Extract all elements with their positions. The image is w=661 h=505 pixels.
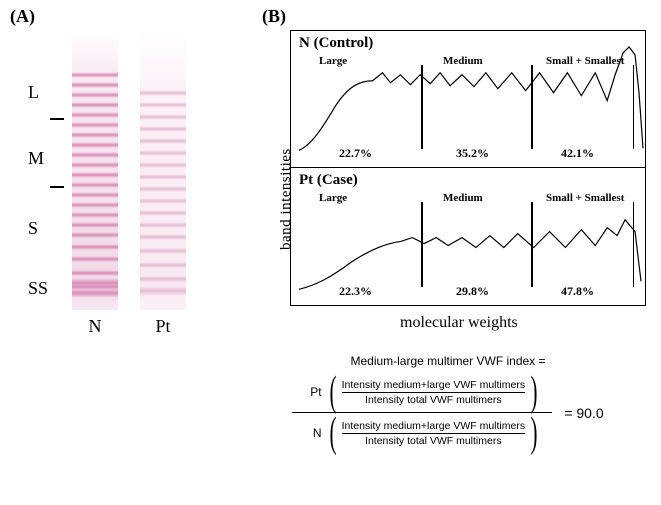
formula-title: Medium-large multimer VWF index = — [238, 354, 658, 368]
pt-denominator: Intensity total VWF multimers — [365, 393, 502, 407]
gel-band — [72, 182, 118, 188]
lane-background — [140, 30, 186, 310]
pt-label: Pt — [304, 385, 322, 399]
gel-band — [72, 212, 118, 218]
gel-band — [140, 198, 186, 204]
size-marker: SS — [28, 278, 48, 299]
gel-band — [72, 132, 118, 138]
formula-result: = 90.0 — [564, 405, 603, 421]
gel-band — [72, 102, 118, 108]
gel-band — [140, 162, 186, 168]
trace-path — [299, 47, 643, 150]
size-marker: L — [28, 82, 39, 103]
pt-paren: ( Intensity medium+large VWF multimers I… — [326, 374, 542, 410]
gel-band — [140, 248, 186, 254]
trace-svg — [291, 168, 645, 305]
left-paren-icon: ( — [329, 415, 336, 451]
n-numerator: Intensity medium+large VWF multimers — [342, 419, 526, 433]
gel-band — [72, 270, 118, 276]
gel-band — [72, 232, 118, 238]
gel-band-strong — [140, 286, 186, 296]
right-paren-icon: ) — [531, 374, 538, 410]
gel-band — [72, 172, 118, 178]
gel-band — [140, 90, 186, 96]
gel-band — [72, 244, 118, 250]
gel-band — [140, 174, 186, 180]
pt-numerator: Intensity medium+large VWF multimers — [342, 378, 526, 392]
panel-b-label: (B) — [262, 6, 286, 27]
gel-band — [140, 126, 186, 132]
pt-row: Pt ( Intensity medium+large VWF multimer… — [304, 374, 542, 410]
gel-band — [140, 210, 186, 216]
gel-lanes: NPt — [72, 30, 186, 310]
panel-a-label: (A) — [10, 6, 35, 27]
gel-band — [140, 150, 186, 156]
pt-fraction: Intensity medium+large VWF multimers Int… — [340, 378, 528, 407]
outer-fraction: Pt ( Intensity medium+large VWF multimer… — [292, 374, 552, 451]
densitometry-plot: Pt (Case)Large22.3%Medium29.8%Small + Sm… — [290, 168, 646, 306]
n-paren: ( Intensity medium+large VWF multimers I… — [326, 415, 542, 451]
left-paren-icon: ( — [329, 374, 336, 410]
trace-path — [299, 220, 641, 290]
size-tick — [50, 118, 64, 120]
lane-label: N — [72, 316, 118, 337]
densitometry-plots: N (Control)Large22.7%Medium35.2%Small + … — [280, 30, 650, 306]
lane-label: Pt — [140, 316, 186, 337]
gel-band — [72, 256, 118, 262]
gel-band — [140, 222, 186, 228]
gel-band — [72, 72, 118, 78]
gel-band — [140, 102, 186, 108]
gel-band — [72, 142, 118, 148]
gel-area: LMSSS NPt — [28, 30, 228, 350]
gel-band — [72, 192, 118, 198]
gel-band — [140, 276, 186, 282]
gel-band-strong — [72, 278, 118, 288]
n-row: N ( Intensity medium+large VWF multimers… — [304, 415, 542, 451]
size-marker: S — [28, 218, 38, 239]
gel-band — [72, 162, 118, 168]
gel-band — [72, 122, 118, 128]
formula-body: Pt ( Intensity medium+large VWF multimer… — [238, 374, 658, 451]
gel-band — [140, 114, 186, 120]
size-marker: M — [28, 148, 44, 169]
gel-band — [140, 262, 186, 268]
formula-area: Medium-large multimer VWF index = Pt ( I… — [238, 354, 658, 451]
gel-band — [72, 112, 118, 118]
right-paren-icon: ) — [531, 415, 538, 451]
lane-wrapper: N — [72, 30, 118, 310]
gel-band — [140, 138, 186, 144]
gel-lane-n — [72, 30, 118, 310]
n-label: N — [304, 426, 322, 440]
x-axis-label: molecular weights — [400, 314, 518, 332]
gel-band — [140, 234, 186, 240]
n-fraction: Intensity medium+large VWF multimers Int… — [340, 419, 528, 448]
gel-band-strong — [72, 288, 118, 298]
gel-band — [72, 92, 118, 98]
densitometry-plot: N (Control)Large22.7%Medium35.2%Small + … — [290, 30, 646, 168]
gel-lane-pt — [140, 30, 186, 310]
size-tick — [50, 186, 64, 188]
gel-band — [140, 186, 186, 192]
gel-band — [72, 222, 118, 228]
gel-band — [72, 202, 118, 208]
n-denominator: Intensity total VWF multimers — [365, 434, 502, 448]
gel-band — [72, 152, 118, 158]
gel-band — [72, 82, 118, 88]
trace-svg — [291, 31, 645, 168]
lane-wrapper: Pt — [140, 30, 186, 310]
